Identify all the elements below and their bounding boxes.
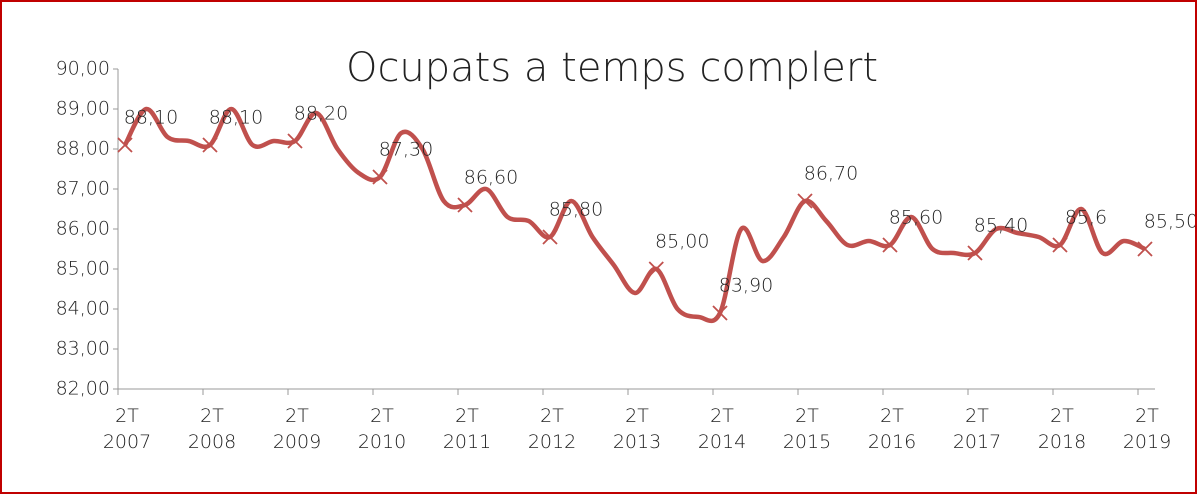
marker bbox=[287, 133, 303, 149]
y-tick-label: 86,00 bbox=[56, 218, 110, 240]
x-tick-label: 2T 2010 bbox=[357, 405, 407, 453]
data-label: 85,80 bbox=[549, 199, 603, 221]
data-label: 88,10 bbox=[209, 107, 263, 129]
marker bbox=[648, 261, 664, 277]
marker bbox=[372, 169, 388, 185]
data-label: 85,40 bbox=[974, 215, 1028, 237]
x-tick-label: 2T 2018 bbox=[1037, 405, 1087, 453]
data-label: 87,30 bbox=[379, 139, 433, 161]
x-tick-label: 2T 2014 bbox=[697, 405, 747, 453]
x-tick-label: 2T 2011 bbox=[442, 405, 492, 453]
data-label: 85,6 bbox=[1065, 207, 1107, 229]
y-tick-label: 84,00 bbox=[56, 298, 110, 320]
x-tick-label: 2T 2016 bbox=[867, 405, 917, 453]
y-tick-label: 83,00 bbox=[56, 338, 110, 360]
x-tick-label: 2T 2012 bbox=[527, 405, 577, 453]
marker bbox=[797, 193, 813, 209]
x-tick-label: 2T 2007 bbox=[102, 405, 152, 453]
data-label: 83,90 bbox=[719, 275, 773, 297]
y-tick-label: 90,00 bbox=[56, 58, 110, 80]
x-tick-label: 2T 2013 bbox=[612, 405, 662, 453]
marker bbox=[1052, 237, 1068, 253]
y-tick-label: 89,00 bbox=[56, 98, 110, 120]
x-tick-label: 2T 2015 bbox=[782, 405, 832, 453]
data-label: 85,50 bbox=[1144, 211, 1195, 233]
y-tick-label: 87,00 bbox=[56, 178, 110, 200]
marker bbox=[202, 137, 218, 153]
chart-title: Ocupats a temps complert bbox=[346, 45, 878, 91]
data-label: 85,00 bbox=[655, 231, 709, 253]
x-tick-label: 2T 2019 bbox=[1122, 405, 1172, 453]
data-label: 86,60 bbox=[464, 167, 518, 189]
data-label: 88,10 bbox=[124, 107, 178, 129]
marker bbox=[117, 137, 133, 153]
y-tick-label: 82,00 bbox=[56, 378, 110, 400]
x-tick-label: 2T 2009 bbox=[272, 405, 322, 453]
data-label: 86,70 bbox=[804, 163, 858, 185]
marker bbox=[542, 229, 558, 245]
y-tick-label: 88,00 bbox=[56, 138, 110, 160]
marker bbox=[457, 197, 473, 213]
y-tick-label: 85,00 bbox=[56, 258, 110, 280]
marker bbox=[1137, 241, 1153, 257]
x-tick-label: 2T 2008 bbox=[187, 405, 237, 453]
x-tick-label: 2T 2017 bbox=[952, 405, 1002, 453]
marker bbox=[967, 245, 983, 261]
data-label: 88,20 bbox=[294, 103, 348, 125]
marker bbox=[712, 305, 728, 321]
marker bbox=[882, 237, 898, 253]
data-label: 85,60 bbox=[889, 207, 943, 229]
